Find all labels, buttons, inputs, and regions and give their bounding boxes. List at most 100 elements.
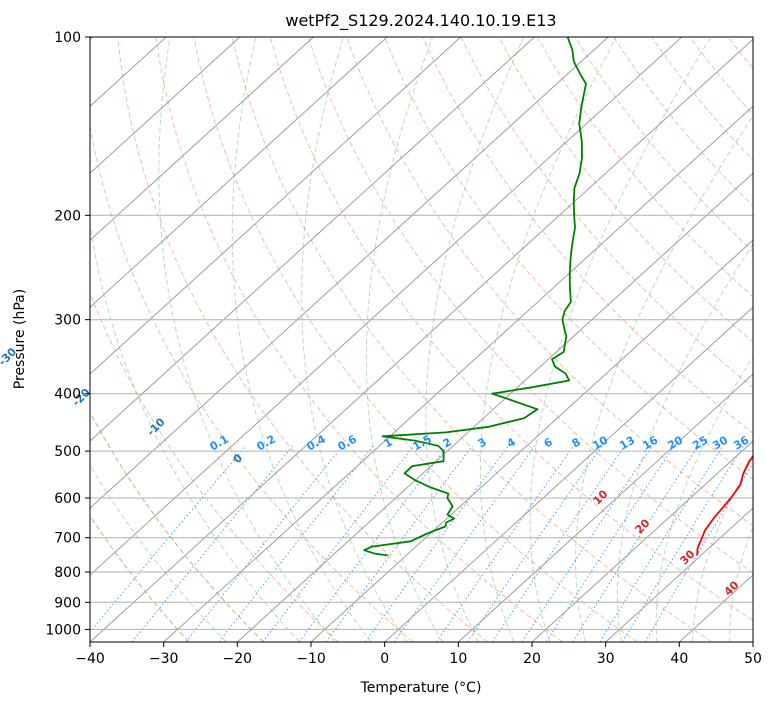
mixing-ratio-line <box>131 445 294 642</box>
mixing-ratio-label: 4 <box>505 435 518 450</box>
moist-adiabat <box>575 114 753 642</box>
isotherm-line <box>163 105 753 642</box>
dry-adiabat <box>307 37 753 574</box>
isotherm-line <box>90 37 241 174</box>
x-axis-label: Temperature (°C) <box>360 680 482 696</box>
moist-adiabat <box>301 37 408 642</box>
x-tick-label: −20 <box>223 651 253 667</box>
mixing-ratio-label: 0.6 <box>336 432 360 453</box>
dry-adiabat <box>90 411 264 642</box>
dry-adiabat <box>498 37 753 343</box>
moist-adiabat-label: 40 <box>722 578 742 598</box>
mixing-ratio-line <box>621 445 744 642</box>
mixing-ratio-label: 0.2 <box>255 432 278 453</box>
x-tick-label: 50 <box>744 651 762 667</box>
mixing-ratio-line <box>467 445 603 642</box>
x-tick-label: 30 <box>597 651 615 667</box>
mixing-ratio-line <box>572 445 699 642</box>
y-tick-label: 200 <box>54 208 81 224</box>
isotherm-line <box>678 574 753 642</box>
dry-adiabat-label: 0 <box>231 451 246 466</box>
isotherm-line <box>752 641 753 642</box>
isotherm-line <box>90 37 314 241</box>
dry-adiabat <box>650 37 753 162</box>
plot-frame <box>89 36 754 643</box>
y-tick-label: 600 <box>54 491 81 507</box>
moist-adiabat <box>729 525 753 642</box>
isotherm-line <box>457 373 753 642</box>
isotherm-line <box>236 172 753 642</box>
y-tick-label: 900 <box>54 595 81 611</box>
dewpoint-profile <box>363 37 587 557</box>
dry-adiabat <box>689 37 753 116</box>
mixing-ratio-line <box>298 445 448 642</box>
dry-adiabat <box>231 37 712 642</box>
dry-adiabat <box>536 37 753 298</box>
moist-adiabat <box>529 37 712 642</box>
isotherm-line <box>90 37 535 442</box>
dry-adiabat <box>117 37 488 642</box>
dry-adiabat <box>727 37 753 69</box>
mixing-ratio-label: 20 <box>665 433 685 452</box>
isotherm-line <box>90 37 462 375</box>
dry-adiabat <box>90 515 190 642</box>
isotherm-line <box>90 37 683 576</box>
y-axis-label: Pressure (hPa) <box>12 289 28 389</box>
mixing-ratio-line <box>491 445 626 642</box>
moist-adiabat-label: 10 <box>591 487 611 507</box>
plot-area <box>90 37 775 642</box>
x-axis-ticks: −40 −30 −20 −10 0 10 20 30 40 50 <box>75 642 762 667</box>
mixing-ratio-label: 0.4 <box>305 432 329 453</box>
y-tick-label: 500 <box>54 444 81 460</box>
mixing-ratio-label: 30 <box>710 433 730 452</box>
y-tick-label: 800 <box>54 565 81 581</box>
mixing-ratio-line <box>218 445 374 642</box>
dry-adiabat <box>155 37 563 642</box>
x-tick-label: 10 <box>449 651 467 667</box>
dry-adiabat <box>90 123 414 642</box>
x-tick-label: −10 <box>296 651 326 667</box>
mixing-ratio-line <box>545 445 675 642</box>
moist-adiabat <box>158 37 336 642</box>
mixing-ratio-line <box>90 445 247 633</box>
x-tick-label: −30 <box>149 651 179 667</box>
mixing-ratio-line <box>325 445 473 642</box>
mixing-ratio-label: 6 <box>542 435 555 450</box>
mixing-ratio-label: 3 <box>476 435 489 450</box>
isotherm-line <box>310 239 753 642</box>
dry-adiabat <box>345 37 753 527</box>
moist-adiabat <box>655 355 753 642</box>
temperature-profile <box>696 454 753 556</box>
mixing-ratio-line <box>599 445 724 642</box>
isotherm-line <box>384 306 753 642</box>
mixing-ratio-line <box>435 445 575 642</box>
mixing-ratio-label: 13 <box>617 434 637 453</box>
mixing-ratio-label: 2 <box>441 435 454 450</box>
y-tick-label: 400 <box>54 387 81 403</box>
y-tick-label: 700 <box>54 531 81 547</box>
moist-adiabat <box>90 220 300 642</box>
mixing-ratio-line <box>521 445 653 642</box>
grid-lines <box>90 37 753 642</box>
y-tick-label: 300 <box>54 313 81 329</box>
dry-adiabat <box>193 37 638 642</box>
x-tick-label: 40 <box>670 651 688 667</box>
y-tick-label: 100 <box>54 30 81 46</box>
x-tick-label: 20 <box>523 651 541 667</box>
dry-adiabat-label: -10 <box>144 415 167 438</box>
profiles <box>363 37 753 557</box>
isotherm-line <box>90 38 753 642</box>
mixing-ratio-label: 25 <box>690 434 710 453</box>
isotherm-line <box>90 37 388 308</box>
x-tick-label: 0 <box>380 651 389 667</box>
moist-adiabat-label: 20 <box>633 516 653 536</box>
moist-adiabat <box>231 37 372 642</box>
dry-adiabat <box>766 37 775 642</box>
moist-adiabat <box>90 411 264 642</box>
moist-adiabat <box>692 456 753 642</box>
mixing-ratio-line <box>364 445 509 642</box>
moist-adiabat <box>90 464 227 642</box>
isotherm-line <box>90 37 609 509</box>
dry-adiabat <box>269 37 753 622</box>
